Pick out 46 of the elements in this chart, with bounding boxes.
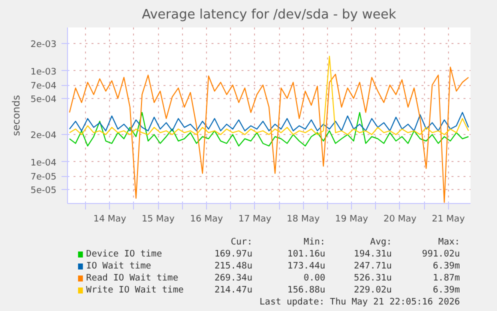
text: Min: (304, 238, 326, 248)
legend-label: IO Wait time (86, 262, 152, 272)
text: Avg: (370, 238, 392, 248)
y-tick-label: 1e-04 (30, 158, 57, 168)
text: Cur: (230, 238, 252, 248)
text: 247.71u (354, 262, 392, 272)
text: 229.02u (354, 286, 392, 296)
line-series (69, 112, 469, 132)
x-tick-label: 15 May (142, 214, 176, 224)
line-series (69, 56, 469, 136)
x-tick-label: 17 May (238, 214, 272, 224)
x-tick-label: 19 May (335, 214, 369, 224)
x-tick-label: 14 May (93, 214, 127, 224)
line-series (69, 112, 469, 146)
text: 215.48u (214, 262, 252, 272)
y-tick-label: 2e-03 (30, 40, 57, 50)
y-tick-label: 5e-05 (30, 186, 57, 196)
y-tick-label: 2e-04 (30, 131, 57, 142)
text: 0.00 (304, 274, 326, 284)
text: 214.47u (214, 286, 252, 296)
text: Last update: Thu May 21 22:05:16 2026 (259, 298, 460, 308)
text: 173.44u (287, 262, 326, 272)
text: 269.34u (214, 274, 252, 284)
text: 1.87m (432, 274, 460, 284)
text: 101.16u (287, 250, 326, 260)
y-axis-title: seconds (12, 95, 23, 136)
text: 169.97u (214, 250, 252, 260)
x-tick-label: 18 May (286, 214, 320, 224)
y-tick-label: 7e-05 (30, 172, 57, 183)
x-tick-label: 21 May (432, 214, 466, 224)
x-tick-label: 16 May (190, 214, 224, 224)
text: 156.88u (287, 286, 326, 296)
legend-label: Write IO Wait time (86, 286, 184, 296)
text: 6.39m (432, 262, 460, 272)
legend-label: Read IO Wait time (86, 274, 178, 284)
text: 6.39m (432, 286, 460, 296)
y-tick-label: 7e-04 (30, 82, 57, 92)
text: Max: (438, 238, 460, 248)
x-tick-label: 20 May (384, 214, 418, 224)
legend-label: Device IO time (86, 250, 162, 260)
text: 526.31u (354, 274, 392, 284)
text: 991.02u (422, 250, 460, 260)
text: 194.31u (354, 250, 392, 260)
y-tick-label: 5e-04 (30, 94, 57, 105)
chart-title: Average latency for /dev/sda - by week (142, 8, 397, 22)
y-tick-label: 1e-03 (30, 67, 57, 78)
